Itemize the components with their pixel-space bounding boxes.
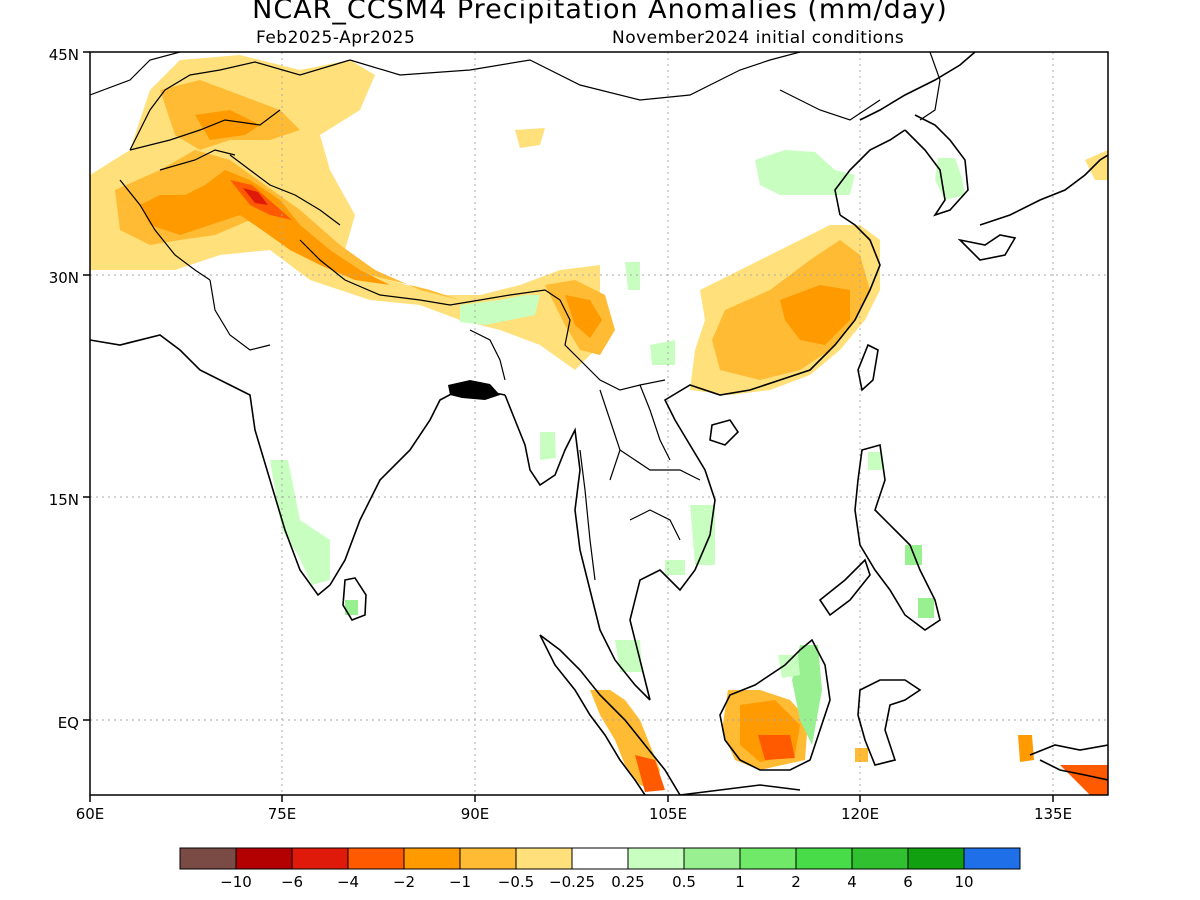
- wet-region-korea: [935, 158, 965, 200]
- lon-tick-label: 60E: [76, 805, 105, 823]
- wet-region-indochina: [665, 560, 685, 575]
- wet-region-myanmar: [540, 432, 556, 460]
- legend-swatch: [347, 847, 405, 870]
- ganges-delta: [448, 380, 500, 400]
- lon-tick-labels: 60E 75E 90E 105E 120E 135E: [76, 805, 1072, 823]
- wet-region-malaya: [615, 640, 642, 672]
- legend-swatch: [235, 847, 293, 870]
- dry-region-halmahera: [1018, 735, 1034, 762]
- dry-core-sumatra: [635, 755, 665, 792]
- legend-swatch: [851, 847, 909, 870]
- legend-swatch: [907, 847, 965, 870]
- legend-swatch: [403, 847, 461, 870]
- lat-tick-label: 45N: [49, 46, 79, 64]
- lon-tick-label: 135E: [1034, 805, 1072, 823]
- legend-label: −2: [393, 873, 415, 891]
- lon-tick-label: 105E: [649, 805, 687, 823]
- lat-tick-labels: 45N 30N 15N EQ: [49, 46, 79, 732]
- tick-marks: [83, 51, 1054, 802]
- lat-lon-grid: [90, 52, 1108, 795]
- lat-tick-label: EQ: [58, 714, 79, 732]
- dry-core-south-china: [780, 285, 850, 345]
- legend-label: 6: [903, 873, 913, 891]
- legend-swatch: [291, 847, 349, 870]
- wet-region-sri-lanka: [345, 600, 358, 615]
- legend-label: 1: [735, 873, 745, 891]
- lon-tick-label: 120E: [841, 805, 879, 823]
- legend-label: 10: [954, 873, 973, 891]
- wet-region-yunnan-spot: [650, 340, 675, 365]
- wet-region-mindanao: [918, 598, 934, 618]
- legend-label: −6: [281, 873, 303, 891]
- lat-tick-label: 15N: [49, 491, 79, 509]
- map-title: NCAR_CCSM4 Precipitation Anomalies (mm/d…: [252, 0, 948, 25]
- forecast-period: Feb2025-Apr2025: [256, 28, 416, 48]
- legend-label: 4: [847, 873, 857, 891]
- wet-region-western-ghats: [270, 460, 330, 585]
- legend-label: −10: [220, 873, 252, 891]
- wet-region-sichuan-spot: [625, 262, 640, 290]
- dry-region-yunnan-inner: [565, 295, 602, 338]
- dry-region-hindu-kush: [140, 170, 390, 285]
- wet-region-assam: [460, 295, 540, 325]
- legend-swatch: [739, 847, 797, 870]
- dry-core-borneo: [758, 735, 795, 760]
- lat-tick-label: 30N: [49, 269, 79, 287]
- lon-tick-label: 75E: [268, 805, 297, 823]
- legend-label: 0.25: [611, 873, 644, 891]
- wet-region-north-china: [755, 150, 855, 195]
- anomaly-shading: [90, 55, 1108, 795]
- dry-region-new-guinea: [1060, 765, 1108, 795]
- legend-label: −0.5: [498, 873, 534, 891]
- map-frame: [89, 51, 1109, 796]
- wet-region-vietnam: [690, 505, 715, 565]
- initial-conditions: November2024 initial conditions: [612, 28, 905, 48]
- legend-label: 0.5: [672, 873, 696, 891]
- legend-swatch: [515, 847, 573, 870]
- color-legend: [179, 847, 1021, 870]
- legend-swatch: [459, 847, 517, 870]
- legend-label: −0.25: [549, 873, 595, 891]
- wet-region-borneo-north: [778, 655, 800, 678]
- dry-region-sulawesi: [855, 748, 868, 762]
- legend-swatch: [963, 847, 1021, 870]
- wet-region-luzon: [868, 452, 882, 470]
- dry-region-japan: [1085, 150, 1108, 180]
- legend-swatch: [795, 847, 853, 870]
- legend-label: 2: [791, 873, 801, 891]
- legend-swatch: [571, 847, 629, 870]
- lon-tick-label: 90E: [461, 805, 490, 823]
- legend-label: −1: [449, 873, 471, 891]
- legend-label: −4: [337, 873, 359, 891]
- coastlines: [90, 52, 1108, 795]
- dry-core-kashmir-peak: [243, 188, 268, 205]
- country-borders: [90, 52, 941, 581]
- dry-region-tibet-speck: [515, 128, 545, 148]
- legend-swatch: [179, 847, 237, 870]
- legend-swatch: [683, 847, 741, 870]
- color-legend-labels: −10 −6 −4 −2 −1 −0.5 −0.25 0.25 0.5 1 2 4 6 10: [220, 873, 973, 891]
- dry-region-tarim-inner: [195, 110, 260, 140]
- legend-swatch: [627, 847, 685, 870]
